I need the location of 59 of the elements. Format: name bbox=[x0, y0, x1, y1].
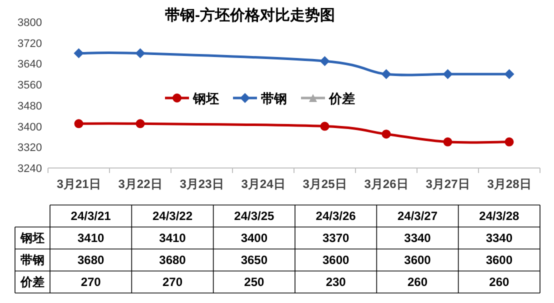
text: 3410 bbox=[159, 231, 186, 245]
text: 230 bbox=[326, 275, 346, 289]
point bbox=[320, 122, 330, 131]
text: 260 bbox=[489, 275, 510, 289]
y-tick-label: 3560 bbox=[18, 80, 42, 92]
text: 24/3/27 bbox=[397, 209, 438, 223]
text: 270 bbox=[80, 275, 102, 289]
text: 3650 bbox=[240, 253, 268, 267]
point bbox=[504, 69, 514, 80]
text: 250 bbox=[244, 275, 264, 289]
x-tick-label: 3月24日 bbox=[241, 177, 286, 191]
text: 24/3/22 bbox=[152, 209, 193, 223]
text: 24/3/21 bbox=[70, 209, 112, 223]
text: 3600 bbox=[486, 253, 513, 267]
x-tick-label: 3月26日 bbox=[364, 177, 408, 191]
text: 3680 bbox=[159, 253, 186, 267]
y-tick-label: 3640 bbox=[18, 58, 42, 71]
point bbox=[442, 69, 453, 80]
text: 3400 bbox=[240, 231, 268, 245]
point bbox=[320, 56, 330, 66]
x-tick-label: 3月25日 bbox=[302, 177, 347, 191]
text: 3680 bbox=[77, 253, 105, 267]
y-tick-label: 3480 bbox=[18, 100, 42, 112]
text: 3600 bbox=[404, 253, 432, 267]
point bbox=[74, 48, 84, 58]
text: 270 bbox=[162, 275, 183, 289]
text: 3370 bbox=[322, 231, 350, 245]
text: 3410 bbox=[77, 231, 105, 245]
legend-label: 钢坯 bbox=[192, 91, 219, 106]
legend-label: 带钢 bbox=[261, 91, 287, 106]
text: 带钢 bbox=[20, 253, 44, 267]
point bbox=[136, 119, 145, 128]
x-tick-label: 3月22日 bbox=[118, 177, 162, 191]
text: 24/3/28 bbox=[479, 209, 520, 223]
point bbox=[74, 119, 84, 128]
point bbox=[135, 48, 146, 58]
point bbox=[381, 69, 392, 80]
y-tick-label: 3400 bbox=[18, 121, 42, 134]
text: 3340 bbox=[486, 231, 513, 245]
x-tick-label: 3月23日 bbox=[180, 177, 224, 191]
x-tick-label: 3月27日 bbox=[426, 177, 470, 191]
text: 24/3/25 bbox=[234, 209, 275, 223]
y-tick-label: 3800 bbox=[18, 17, 42, 29]
y-tick-label: 3240 bbox=[18, 163, 42, 175]
y-tick-label: 3720 bbox=[18, 38, 42, 50]
legend-label: 价差 bbox=[328, 91, 355, 106]
y-tick-label: 3320 bbox=[18, 142, 42, 154]
point bbox=[504, 137, 514, 146]
text: 3600 bbox=[322, 253, 350, 267]
text: 3340 bbox=[404, 231, 432, 245]
text: 24/3/26 bbox=[316, 209, 356, 223]
point bbox=[382, 130, 391, 139]
text: 260 bbox=[407, 275, 428, 289]
point bbox=[443, 137, 452, 146]
text: 钢坯 bbox=[20, 231, 44, 245]
x-tick-label: 3月21日 bbox=[56, 177, 101, 191]
x-tick-label: 3月28日 bbox=[487, 177, 532, 191]
text: 价差 bbox=[20, 275, 44, 289]
chart-title: 带钢-方坯价格对比走势图 bbox=[165, 6, 335, 24]
